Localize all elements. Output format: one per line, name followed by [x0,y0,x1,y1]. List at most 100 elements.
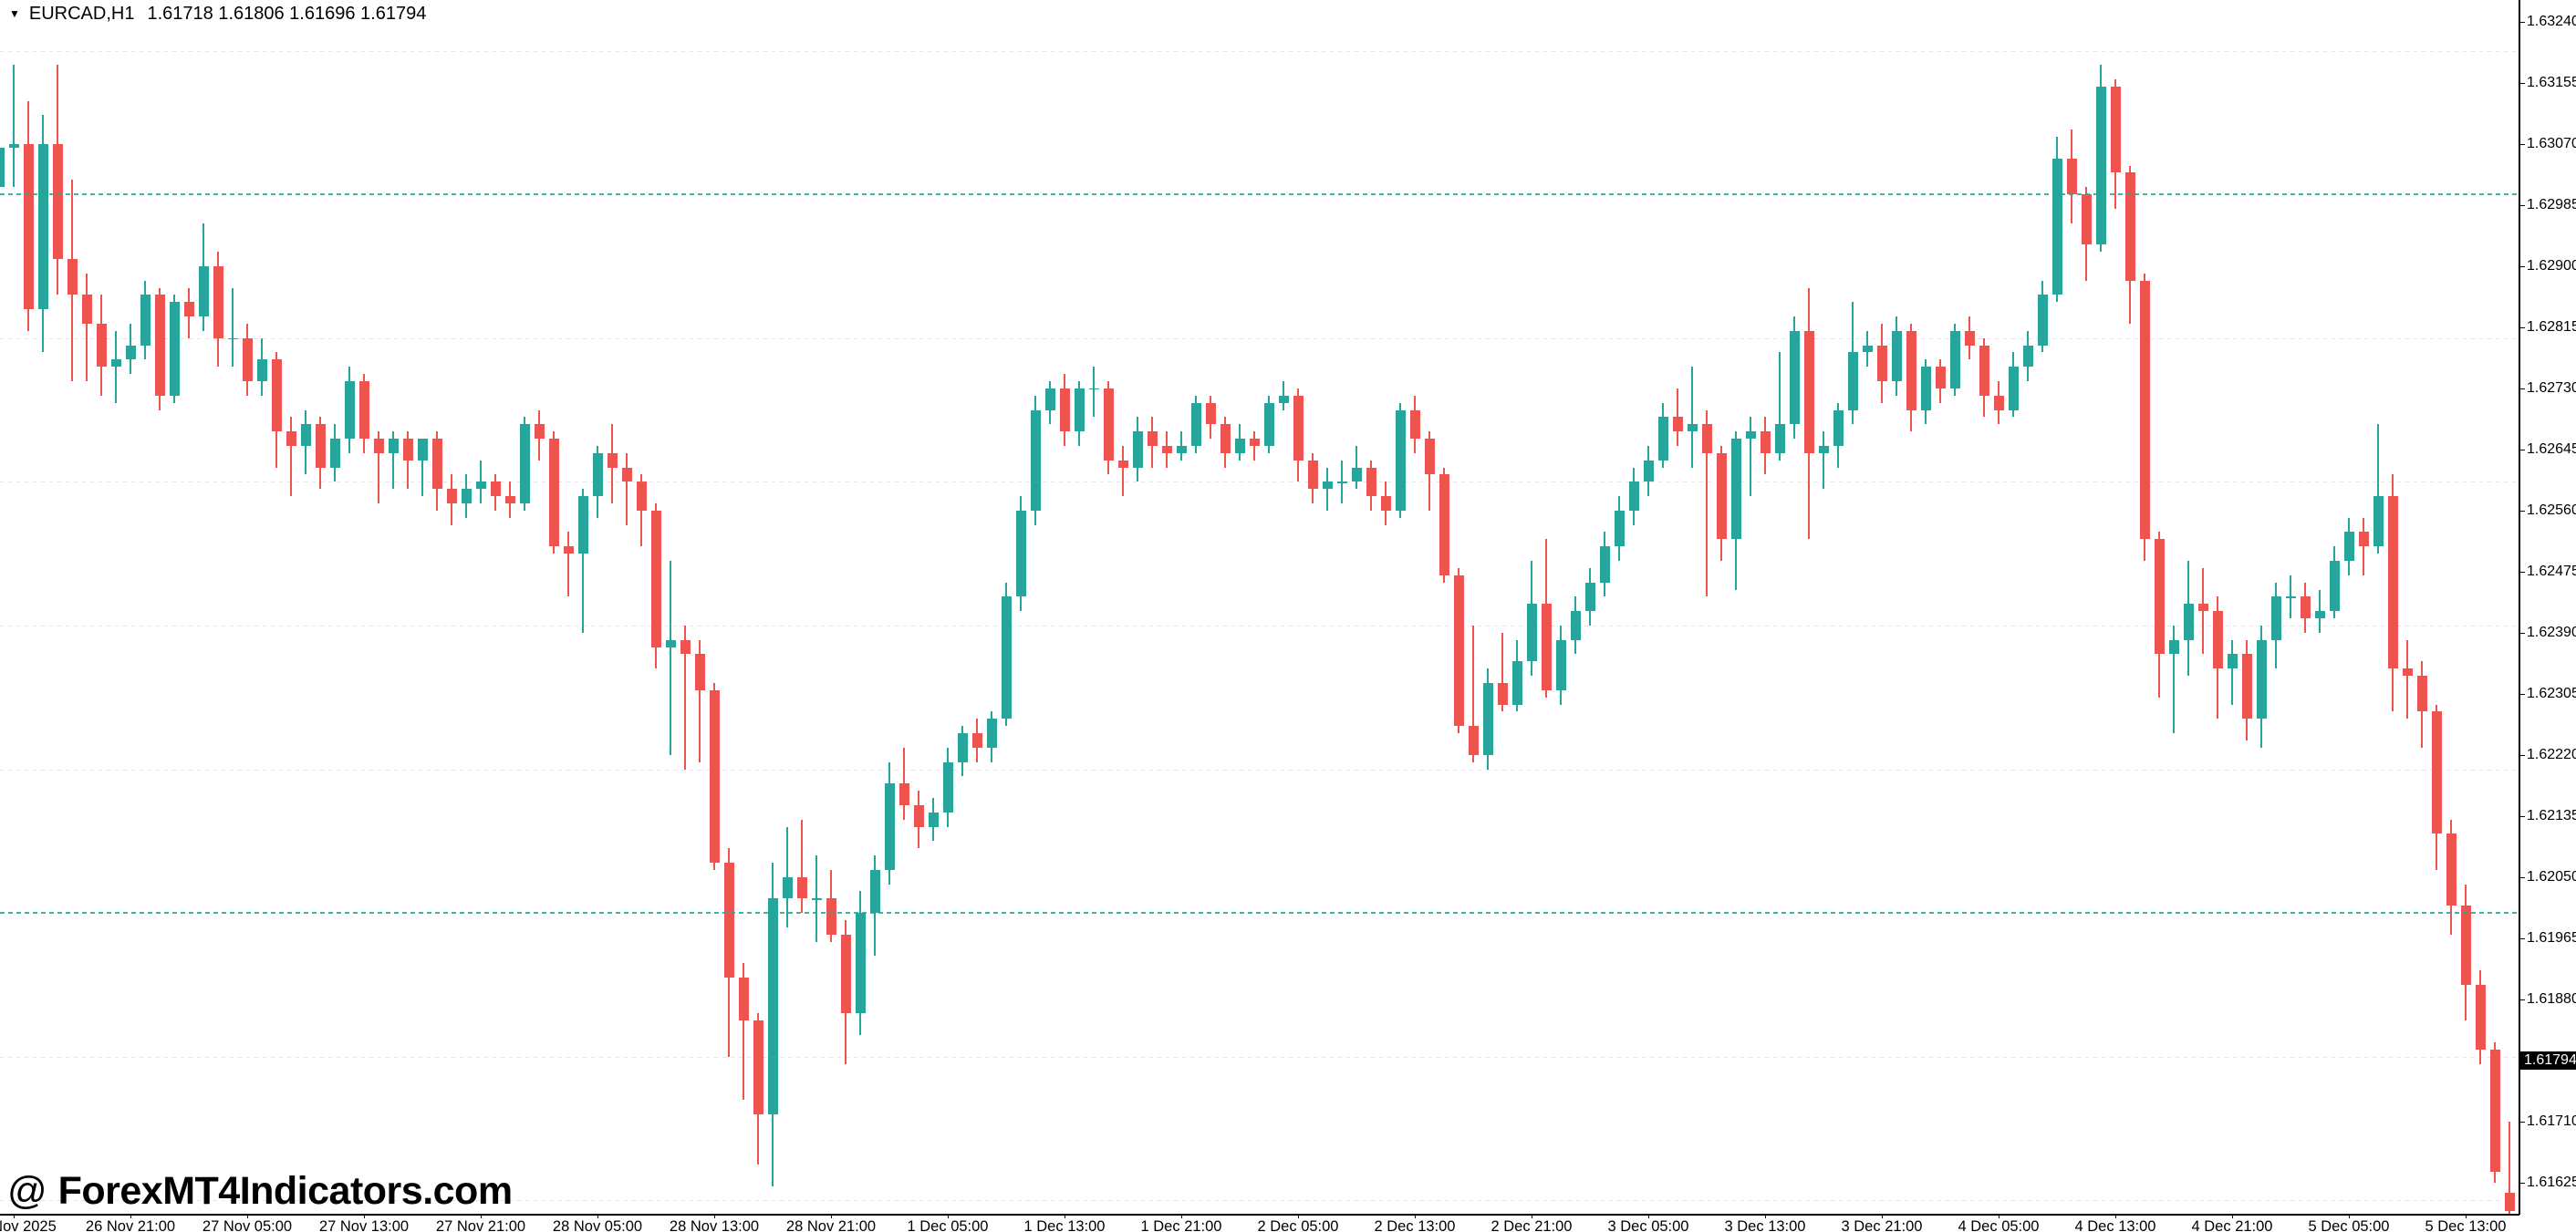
price-axis-label: 1.62730 [2527,379,2576,396]
candle [1439,474,1449,575]
candle [1731,439,1741,540]
candle [2242,654,2252,720]
candle [564,546,574,554]
candle [1644,460,1654,482]
gridline [0,769,2519,771]
candle-wick [421,439,423,497]
price-axis-tick [2519,937,2525,939]
candle [184,302,194,317]
time-axis-tick [1999,1214,2000,1218]
candle [1366,467,1376,497]
candle [2169,639,2179,655]
candle-wick [2363,517,2364,575]
price-axis-label: 1.62135 [2527,807,2576,823]
candle [2417,676,2427,712]
candle [2213,611,2223,669]
candle-wick [1706,409,1708,597]
price-axis-tick [2519,204,2525,206]
candle [1556,639,1566,690]
time-axis-label: 2 Dec 05:00 [1257,1218,1339,1232]
candle-wick [2231,639,2233,705]
candle [637,481,647,511]
candle [739,978,749,1021]
candle [2432,711,2442,834]
candle-wick [13,65,15,188]
candle-wick [743,963,744,1100]
candle [1936,367,1946,388]
candle [943,761,953,813]
candle [1950,330,1960,388]
time-axis-tick [1882,1214,1883,1218]
candle [462,489,472,503]
candle [1571,611,1581,640]
candle [2461,906,2471,985]
candle [1235,439,1245,453]
candle [1498,682,1508,705]
time-axis-label: 3 Dec 05:00 [1607,1218,1689,1232]
price-axis-tick [2519,22,2525,23]
candle-wick [684,625,686,770]
symbol-dropdown-icon[interactable]: ▼ [9,7,20,20]
candle [593,452,603,497]
chart-plot-area[interactable] [0,0,2519,1215]
price-axis-label: 1.61625 [2527,1174,2576,1190]
candle [2403,668,2413,677]
candle [2096,86,2106,245]
price-axis-label: 1.62560 [2527,502,2576,518]
candle-wick [407,431,409,490]
candle [914,804,924,827]
candle [2184,604,2194,640]
time-axis-label: 27 Nov 21:00 [435,1218,526,1232]
candle [724,862,734,978]
candle-wick [1356,445,1357,490]
candle [1746,431,1756,440]
candle [1337,481,1347,483]
time-axis-label: 26 Nov 2025 [0,1218,57,1232]
candle [1527,604,1537,662]
candle-wick [626,452,628,525]
candle [841,934,851,1014]
candle-wick [1122,445,1124,497]
candle [1979,345,1989,396]
candle [111,359,121,368]
candle [389,439,399,453]
price-axis-label: 1.62050 [2527,868,2576,885]
price-axis-tick [2519,632,2525,634]
candle [1790,330,1800,425]
candle-wick [2290,575,2291,619]
price-axis-label: 1.63240 [2527,14,2576,29]
candle [2111,86,2121,173]
candle-wick [1823,431,1824,490]
time-axis-label: 4 Dec 13:00 [2074,1218,2156,1232]
candle [1717,452,1727,540]
price-axis-tick [2519,815,2525,817]
price-axis-label: 1.62645 [2527,440,2576,457]
candle [82,295,92,324]
candle [2476,984,2486,1050]
price-axis-tick [2519,265,2525,267]
candle-wick [582,489,584,633]
candle-wick [786,826,788,927]
candle-wick [86,273,88,381]
candle-wick [1472,625,1474,762]
candle [535,424,545,440]
round-level-line [0,912,2519,915]
candle-wick [1253,431,1255,461]
candle [1118,460,1128,468]
candle [710,689,720,863]
price-axis-label: 1.63070 [2527,135,2576,151]
time-axis-tick [14,1214,15,1218]
candle [2140,280,2150,540]
candle [2301,596,2311,619]
time-axis-label: 5 Dec 05:00 [2308,1218,2390,1232]
time-axis-tick [2349,1214,2350,1218]
price-axis-label: 1.62220 [2527,746,2576,762]
candle [2271,596,2281,640]
candle [155,295,165,396]
candle [2052,158,2062,295]
candle [2344,532,2354,561]
candle [1410,409,1420,440]
candle [2315,611,2325,619]
time-axis-label: 3 Dec 21:00 [1841,1218,1923,1232]
